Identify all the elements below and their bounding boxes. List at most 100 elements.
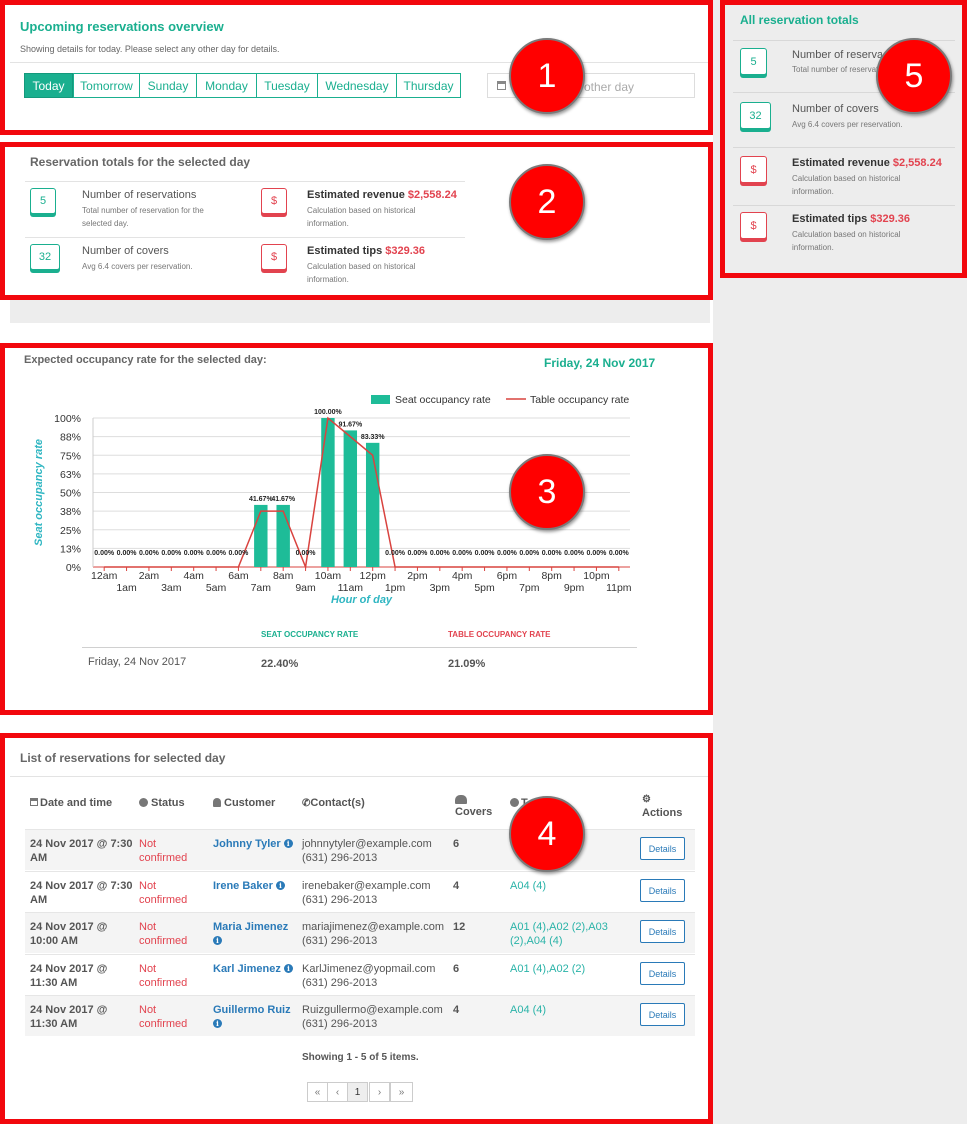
- dollar-icon: $: [740, 212, 767, 239]
- pager-first-button[interactable]: «: [307, 1082, 328, 1102]
- tab-tuesday[interactable]: Tuesday: [256, 73, 318, 98]
- col-header-contacts[interactable]: ✆Contact(s): [302, 797, 365, 809]
- pager-last-button[interactable]: »: [390, 1082, 413, 1102]
- callout-badge-5: 5: [876, 38, 952, 114]
- contact-phone: (631) 296-2013: [302, 852, 378, 864]
- info-icon[interactable]: i: [283, 964, 293, 973]
- callout-badge-3: 3: [509, 454, 585, 530]
- highlight-box-2: [0, 142, 713, 300]
- y-tick-label: 13%: [60, 543, 81, 555]
- divider: [733, 92, 955, 93]
- revenue-label: Estimated revenue: [307, 189, 405, 201]
- pagination-summary: Showing 1 - 5 of 5 items.: [302, 1052, 419, 1063]
- data-label: 100.00%: [314, 409, 342, 416]
- details-button[interactable]: Details: [640, 837, 685, 860]
- pager-next-button[interactable]: ›: [369, 1082, 390, 1102]
- customer-link[interactable]: Guillermo Ruiz: [213, 1004, 291, 1016]
- reservation-status: Not confirmed: [139, 921, 188, 947]
- col-header-date[interactable]: Date and time: [30, 797, 112, 809]
- data-label: 0.00%: [385, 550, 406, 557]
- info-icon[interactable]: i: [283, 839, 293, 848]
- divider: [82, 647, 637, 648]
- legend-label-table: Table occupancy rate: [530, 394, 629, 406]
- tab-sunday[interactable]: Sunday: [139, 73, 197, 98]
- tab-tomorrow[interactable]: Tomorrow: [73, 73, 140, 98]
- customer-cell: Maria Jimenez i: [213, 920, 293, 948]
- covers-desc: Avg 6.4 covers per reservation.: [82, 262, 193, 271]
- info-icon[interactable]: i: [213, 936, 222, 945]
- reservation-datetime: 24 Nov 2017 @ 7:30 AM: [30, 880, 133, 906]
- data-label: 0.00%: [296, 550, 317, 557]
- contact-phone: (631) 296-2013: [302, 977, 378, 989]
- assigned-tables[interactable]: A04 (4): [510, 1004, 547, 1016]
- details-button[interactable]: Details: [640, 1003, 685, 1026]
- col-header-status[interactable]: Status: [139, 797, 185, 809]
- data-label: 0.00%: [206, 550, 227, 557]
- tab-monday[interactable]: Monday: [196, 73, 257, 98]
- col-header-actions[interactable]: ⚙ Actions: [642, 794, 683, 820]
- all-reservations-desc: Total number of reservation: [792, 65, 882, 74]
- y-tick-label: 88%: [60, 432, 81, 444]
- details-button[interactable]: Details: [640, 920, 685, 943]
- contact-email: Ruizgullermo@example.com: [302, 1004, 443, 1016]
- all-tips-amount: $329.36: [870, 213, 911, 225]
- calendar-icon: [30, 798, 38, 806]
- reservation-datetime: 24 Nov 2017 @ 10:00 AM: [30, 921, 108, 947]
- customer-link[interactable]: Johnny Tyler: [213, 838, 281, 850]
- customer-link[interactable]: Maria Jimenez: [213, 921, 289, 933]
- data-label: 0.00%: [587, 550, 608, 557]
- all-covers-desc: Avg 6.4 covers per reservation.: [792, 120, 903, 129]
- assigned-tables[interactable]: A04 (4): [510, 880, 547, 892]
- data-label: 0.00%: [430, 550, 451, 557]
- details-button[interactable]: Details: [640, 879, 685, 902]
- x-tick-label: 9am: [295, 582, 316, 594]
- all-revenue-line: Estimated revenue $2,558.24: [792, 157, 942, 169]
- assigned-tables[interactable]: A01 (4),A02 (2): [510, 963, 586, 975]
- all-tips-line: Estimated tips $329.36: [792, 213, 910, 225]
- divider: [25, 181, 465, 182]
- x-tick-label: 11pm: [606, 582, 632, 594]
- covers-label: Number of covers: [82, 245, 169, 257]
- callout-badge-4: 4: [509, 796, 585, 872]
- data-label: 0.00%: [139, 550, 160, 557]
- summary-seat-rate: 22.40%: [261, 658, 299, 670]
- data-label: 0.00%: [519, 550, 540, 557]
- occupancy-date: Friday, 24 Nov 2017: [544, 356, 656, 370]
- summary-header-seat: SEAT OCCUPANCY RATE: [261, 630, 359, 639]
- x-axis-title: Hour of day: [331, 594, 393, 606]
- customer-cell: Irene Baker i: [213, 879, 293, 893]
- customer-link[interactable]: Karl Jimenez: [213, 963, 281, 975]
- overview-subtitle: Showing details for today. Please select…: [20, 44, 280, 54]
- customer-link[interactable]: Irene Baker: [213, 880, 273, 892]
- calendar-icon: [497, 81, 506, 90]
- reservation-datetime: 24 Nov 2017 @ 7:30 AM: [30, 838, 133, 864]
- reservation-datetime: 24 Nov 2017 @ 11:30 AM: [30, 963, 108, 989]
- highlight-box-3: [0, 343, 713, 715]
- info-icon[interactable]: i: [213, 1019, 222, 1028]
- table-row: 24 Nov 2017 @ 7:30 AM Not confirmed Irene …: [25, 871, 695, 912]
- covers-count: 4: [453, 1004, 460, 1016]
- details-button[interactable]: Details: [640, 962, 685, 985]
- x-tick-label: 1am: [116, 582, 137, 594]
- y-tick-label: 25%: [60, 525, 81, 537]
- divider: [733, 147, 955, 148]
- pager-page-1[interactable]: 1: [347, 1082, 368, 1102]
- x-tick-label: 2pm: [407, 570, 428, 582]
- col-header-covers[interactable]: Covers: [455, 795, 492, 818]
- reservations-count-icon: 5: [740, 48, 767, 75]
- x-tick-label: 6pm: [497, 570, 518, 582]
- col-header-customer[interactable]: Customer: [213, 797, 275, 809]
- date-placeholder: other day: [584, 80, 635, 94]
- x-tick-label: 7am: [251, 582, 272, 594]
- divider: [10, 776, 710, 777]
- all-tips-label: Estimated tips: [792, 213, 868, 225]
- customer-cell: Karl Jimenez i: [213, 962, 293, 976]
- tab-today[interactable]: Today: [24, 73, 73, 98]
- occupancy-title: Expected occupancy rate for the selected…: [24, 354, 267, 366]
- tab-thursday[interactable]: Thursday: [396, 73, 461, 98]
- info-icon[interactable]: i: [276, 881, 285, 890]
- assigned-tables[interactable]: A01 (4),A02 (2),A03 (2),A04 (4): [510, 921, 608, 947]
- y-tick-label: 63%: [60, 469, 81, 481]
- x-tick-label: 8pm: [541, 570, 562, 582]
- highlight-box-5: [720, 0, 967, 278]
